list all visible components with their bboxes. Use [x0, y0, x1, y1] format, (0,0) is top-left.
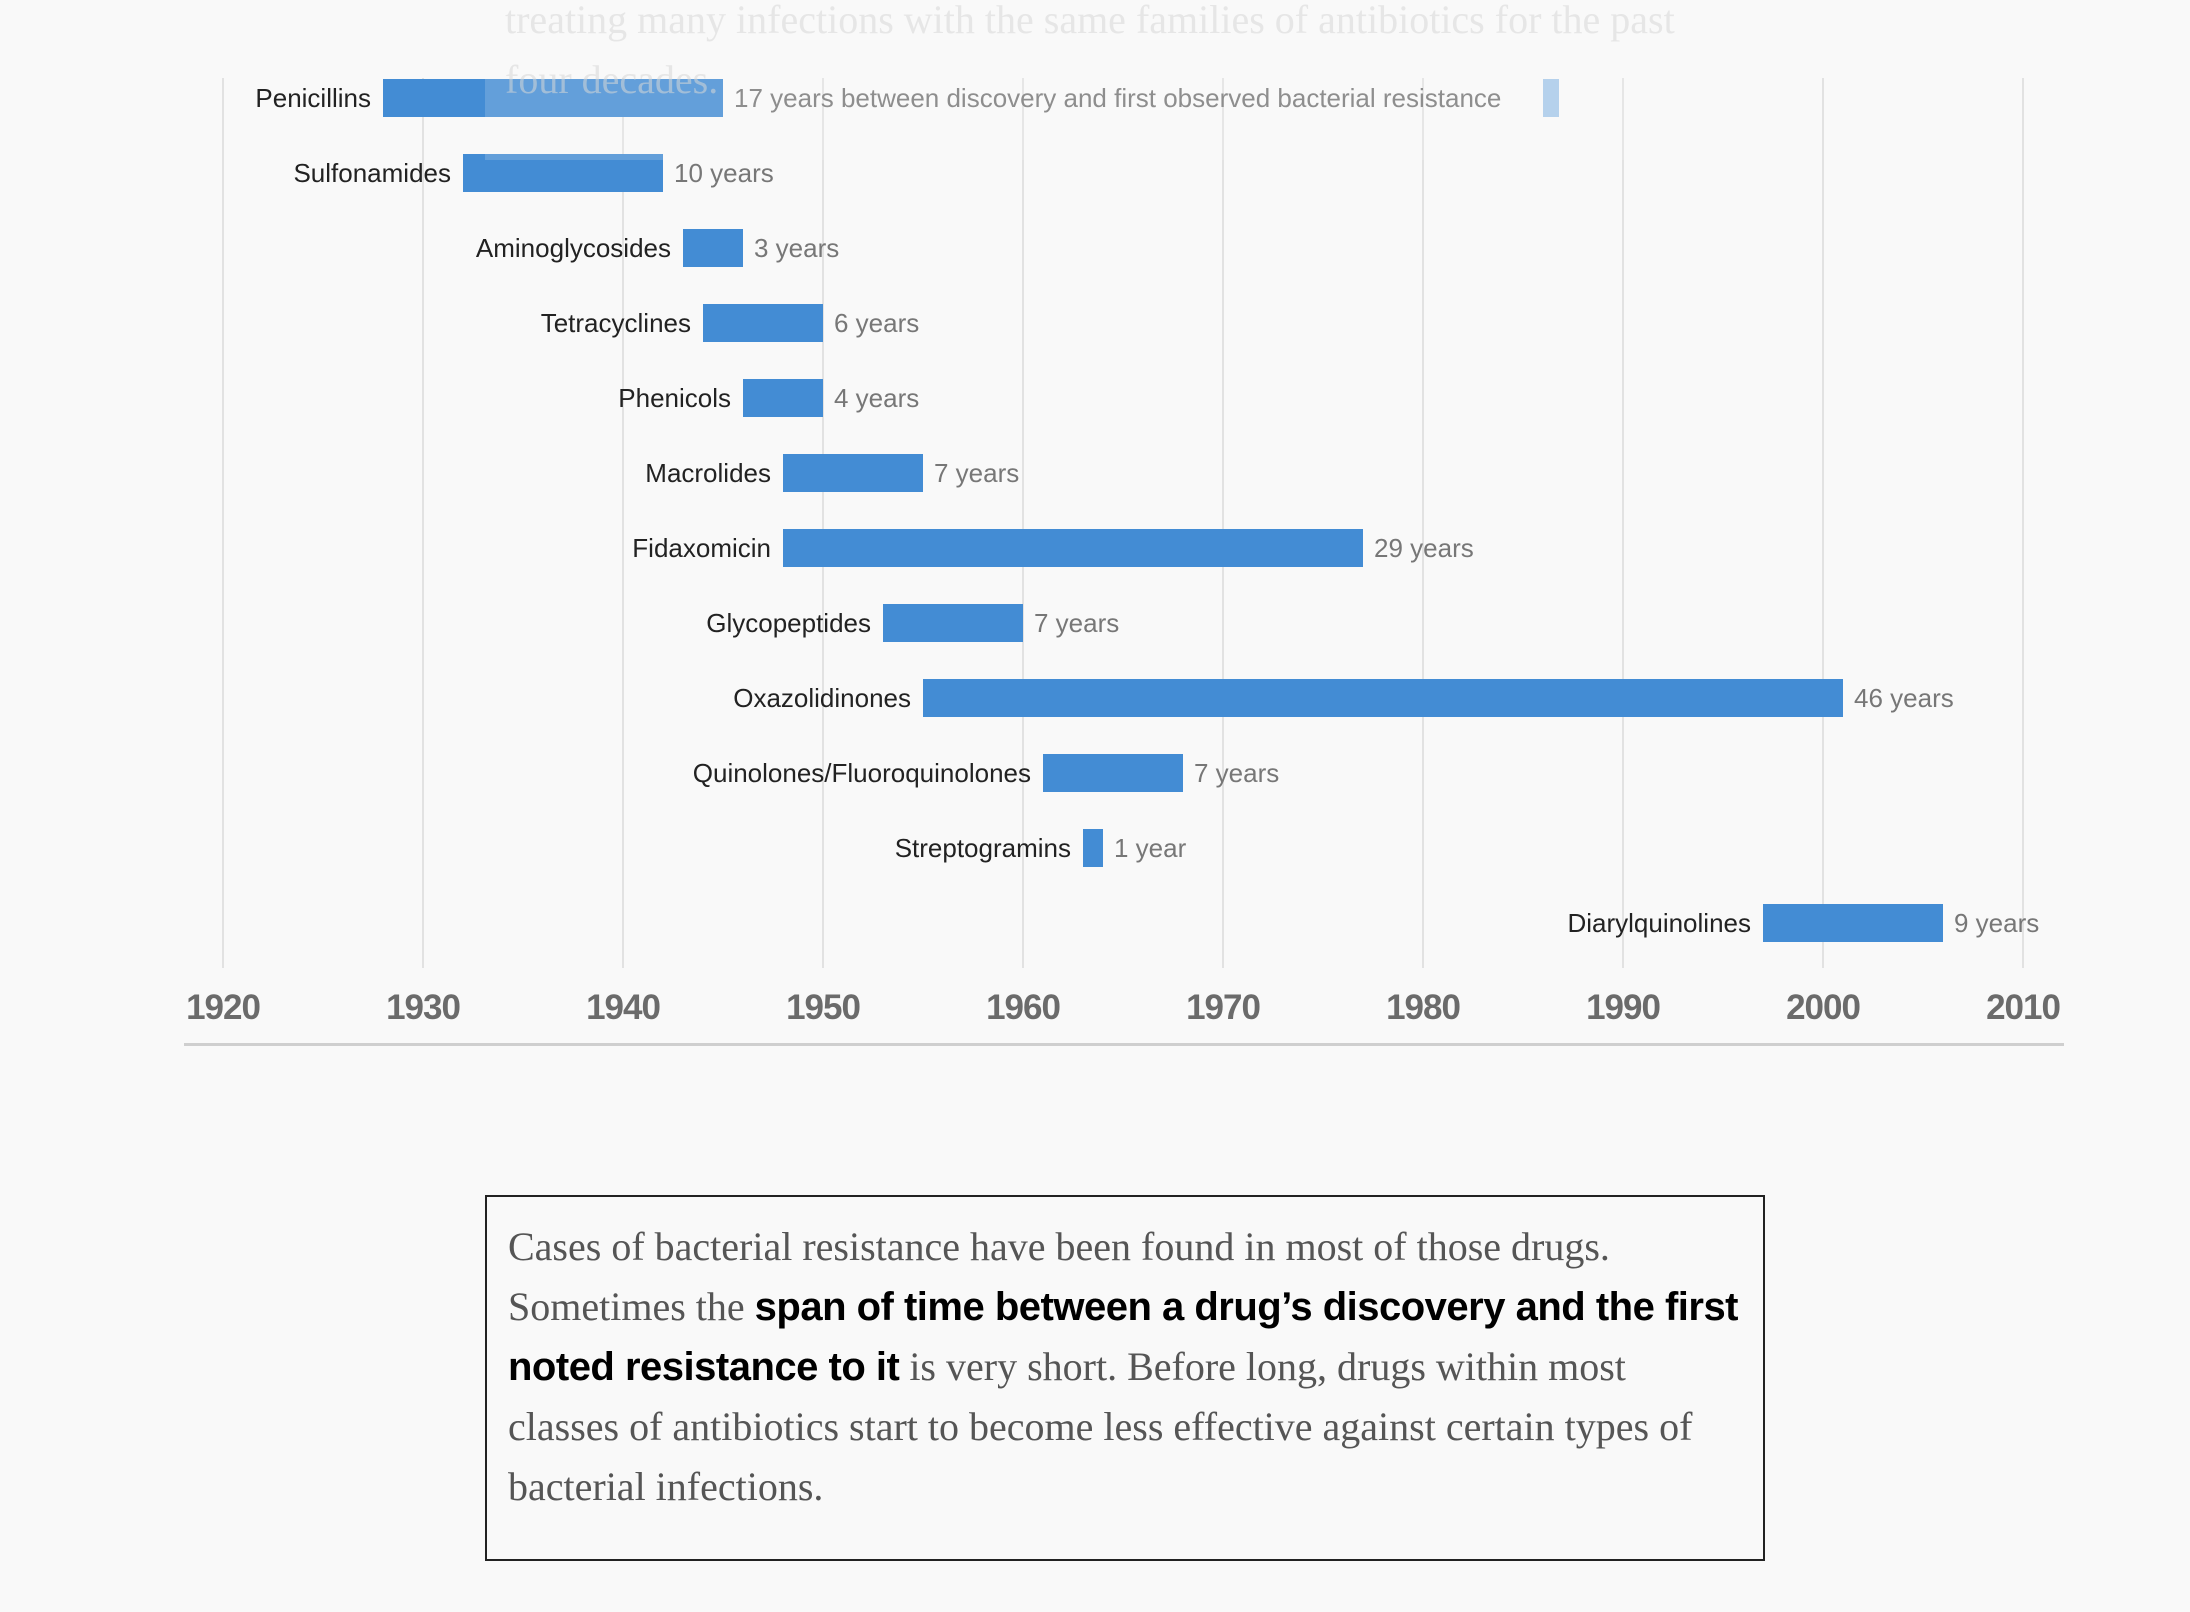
bar-phenicols[interactable] [743, 379, 823, 417]
bar-penicillins[interactable] [383, 79, 723, 117]
gridline-1930 [422, 78, 424, 968]
narrative-text-part1: Cases of bacterial resistance have been … [508, 1224, 1610, 1329]
bar-aminoglycosides[interactable] [683, 229, 743, 267]
category-label: Streptogramins [894, 833, 1071, 863]
x-axis-line [184, 1043, 2064, 1046]
duration-label: 4 years [834, 383, 920, 413]
gridline-1920 [222, 78, 224, 968]
duration-label: 7 years [1194, 758, 1280, 788]
x-tick-label: 1990 [1586, 988, 1661, 1027]
duration-label: 7 years [1034, 608, 1120, 638]
gridline-1940 [622, 78, 624, 968]
gridline-1950 [822, 78, 824, 968]
resistance-timeline-chart: 1920 1930 1940 1950 1960 1970 1980 1990 2000 2010… [184, 78, 2064, 1046]
duration-label: 6 years [834, 308, 920, 338]
gridline-2000 [1822, 78, 1824, 968]
bar-fidaxomicin[interactable] [783, 529, 1363, 567]
category-label: Fidaxomicin [632, 533, 771, 563]
gridline-1960 [1022, 78, 1024, 968]
duration-label: 17 years between discovery and first obs… [734, 83, 1502, 113]
x-tick-label: 1960 [986, 988, 1061, 1027]
category-label: Penicillins [255, 83, 371, 113]
category-label: Tetracyclines [540, 308, 691, 338]
x-tick-label: 2010 [1986, 988, 2061, 1027]
x-tick-label: 1920 [186, 988, 261, 1027]
category-label: Glycopeptides [706, 608, 871, 638]
narrative-text-box: Cases of bacterial resistance have been … [485, 1195, 1765, 1561]
duration-label: 10 years [674, 158, 774, 188]
bar-quinolones-fluoroquinolones[interactable] [1043, 754, 1183, 792]
bar-macrolides[interactable] [783, 454, 923, 492]
category-label: Phenicols [618, 383, 731, 413]
x-tick-label: 1980 [1386, 988, 1461, 1027]
duration-label: 3 years [754, 233, 840, 263]
category-label: Aminoglycosides [475, 233, 671, 263]
x-tick-label: 1930 [386, 988, 461, 1027]
gridline-1980 [1422, 78, 1424, 968]
category-label: Oxazolidinones [733, 683, 911, 713]
x-tick-label: 2000 [1786, 988, 1861, 1027]
duration-label: 9 years [1954, 908, 2040, 938]
duration-label: 46 years [1854, 683, 1954, 713]
x-tick-label: 1940 [586, 988, 661, 1027]
x-tick-label: 1970 [1186, 988, 1261, 1027]
category-label: Diarylquinolines [1567, 908, 1751, 938]
bar-streptogramins[interactable] [1083, 829, 1103, 867]
bar-tetracyclines[interactable] [703, 304, 823, 342]
gridline-1990 [1622, 78, 1624, 968]
category-label: Macrolides [645, 458, 771, 488]
bar-diarylquinolines[interactable] [1763, 904, 1943, 942]
gridline-1970 [1222, 78, 1224, 968]
gridline-2010 [2022, 78, 2024, 968]
duration-label: 7 years [934, 458, 1020, 488]
bar-sulfonamides[interactable] [463, 154, 663, 192]
duration-label: 1 year [1114, 833, 1187, 863]
category-label: Sulfonamides [293, 158, 451, 188]
narrative-text-part2: is very short. Before long, drugs within… [508, 1344, 1693, 1509]
bar-glycopeptides[interactable] [883, 604, 1023, 642]
bar-oxazolidinones[interactable] [923, 679, 1843, 717]
hover-highlight-marker [1543, 79, 1559, 117]
narrative-text-bold: span of time between a drug’s discovery … [508, 1285, 1739, 1389]
duration-label: 29 years [1374, 533, 1474, 563]
x-tick-label: 1950 [786, 988, 861, 1027]
category-label: Quinolones/Fluoroquinolones [692, 758, 1031, 788]
